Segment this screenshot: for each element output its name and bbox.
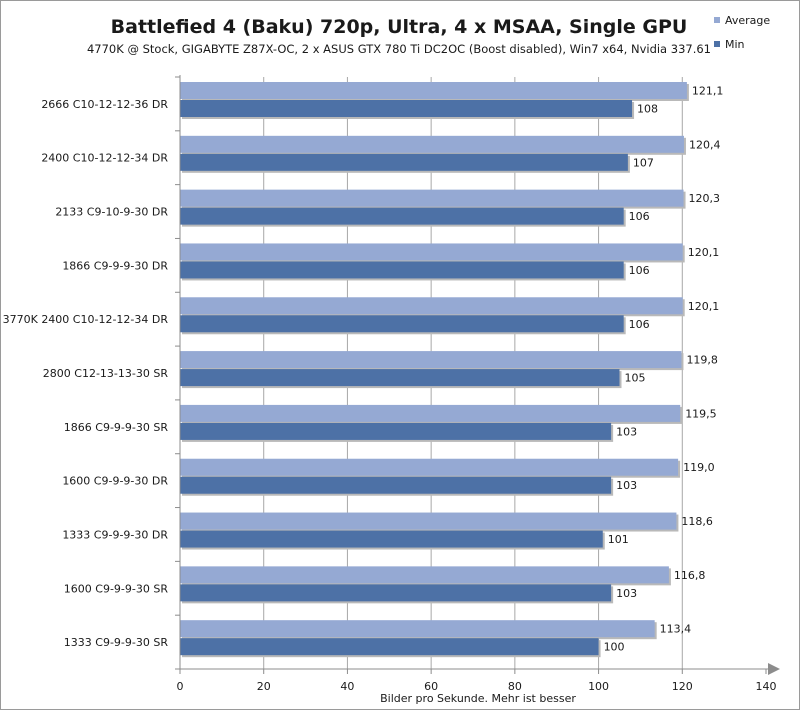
legend-swatch-min xyxy=(714,41,720,47)
value-label-average-3: 120,1 xyxy=(688,246,720,259)
value-label-min-3: 106 xyxy=(629,264,650,277)
value-label-average-8: 118,6 xyxy=(681,515,713,528)
category-label-0: 2666 C10-12-12-36 DR xyxy=(41,98,168,111)
value-label-average-6: 119,5 xyxy=(685,407,717,420)
chart-subtitle: 4770K @ Stock, GIGABYTE Z87X-OC, 2 x ASU… xyxy=(87,42,711,56)
value-label-average-5: 119,8 xyxy=(686,354,718,367)
value-label-average-7: 119,0 xyxy=(683,461,715,474)
value-label-average-1: 120,4 xyxy=(689,138,721,151)
category-label-7: 1600 C9-9-9-30 DR xyxy=(62,475,168,488)
value-label-average-0: 121,1 xyxy=(692,85,724,98)
bar-average-4 xyxy=(180,297,683,315)
bar-min-1 xyxy=(180,153,628,171)
value-label-min-6: 103 xyxy=(616,425,637,438)
category-label-2: 2133 C9-10-9-30 DR xyxy=(55,206,168,219)
value-label-average-9: 116,8 xyxy=(674,569,706,582)
category-label-8: 1333 C9-9-9-30 DR xyxy=(62,528,168,541)
bar-average-0 xyxy=(180,82,687,99)
legend-label-average: Average xyxy=(725,14,770,27)
x-tick-label-60: 60 xyxy=(424,680,438,693)
value-label-min-4: 106 xyxy=(629,318,650,331)
bar-min-7 xyxy=(180,476,612,494)
value-label-average-10: 113,4 xyxy=(660,623,692,636)
value-label-min-0: 108 xyxy=(637,103,658,116)
bar-average-1 xyxy=(180,135,684,153)
bar-average-6 xyxy=(180,404,681,422)
bar-min-0 xyxy=(180,100,633,117)
category-label-4: 3770K 2400 C10-12-12-34 DR xyxy=(3,313,169,326)
bar-average-10 xyxy=(180,620,655,638)
bars xyxy=(180,82,689,658)
x-tick-label-80: 80 xyxy=(508,680,522,693)
chart-title: Battlefied 4 (Baku) 720p, Ultra, 4 x MSA… xyxy=(111,16,688,38)
x-tick-label-140: 140 xyxy=(756,680,777,693)
value-label-min-10: 100 xyxy=(604,641,625,654)
value-label-average-4: 120,1 xyxy=(688,300,720,313)
bar-min-4 xyxy=(180,315,624,333)
x-tick-label-120: 120 xyxy=(672,680,693,693)
bar-min-5 xyxy=(180,369,620,387)
bar-min-3 xyxy=(180,261,624,279)
category-label-1: 2400 C10-12-12-34 DR xyxy=(41,152,168,165)
value-label-min-9: 103 xyxy=(616,587,637,600)
x-tick-label-20: 20 xyxy=(257,680,271,693)
x-tick-label-0: 0 xyxy=(177,680,184,693)
value-label-min-5: 105 xyxy=(625,372,646,385)
legend-swatch-average xyxy=(714,17,720,23)
category-label-6: 1866 C9-9-9-30 SR xyxy=(64,421,169,434)
x-axis-arrow xyxy=(768,663,780,675)
bar-average-3 xyxy=(180,243,683,261)
bar-min-8 xyxy=(180,530,603,548)
bar-min-2 xyxy=(180,207,624,225)
value-label-min-8: 101 xyxy=(608,533,629,546)
x-axis-ticks: 0 20 40 60 80 100 120 140 xyxy=(175,76,777,693)
x-axis-title: Bilder pro Sekunde. Mehr ist besser xyxy=(380,692,576,705)
bar-average-9 xyxy=(180,566,669,584)
bar-average-2 xyxy=(180,189,684,207)
value-label-min-7: 103 xyxy=(616,479,637,492)
x-tick-label-100: 100 xyxy=(588,680,609,693)
category-label-5: 2800 C12-13-13-30 SR xyxy=(43,367,169,380)
labels: 121,1 108 2666 C10-12-12-36 DR 120,4 107 2400… xyxy=(3,85,724,654)
bar-min-10 xyxy=(180,638,599,656)
category-label-10: 1333 C9-9-9-30 SR xyxy=(64,636,169,649)
bar-average-5 xyxy=(180,351,682,369)
legend: Average Min xyxy=(714,14,770,51)
bar-average-7 xyxy=(180,458,679,476)
bar-min-9 xyxy=(180,584,612,602)
value-label-min-1: 107 xyxy=(633,156,654,169)
legend-label-min: Min xyxy=(725,38,745,51)
category-label-3: 1866 C9-9-9-30 DR xyxy=(62,259,168,272)
x-tick-label-40: 40 xyxy=(340,680,354,693)
bar-min-6 xyxy=(180,422,612,440)
category-label-9: 1600 C9-9-9-30 SR xyxy=(64,582,169,595)
value-label-average-2: 120,3 xyxy=(689,192,721,205)
bar-average-8 xyxy=(180,512,677,530)
value-label-min-2: 106 xyxy=(629,210,650,223)
